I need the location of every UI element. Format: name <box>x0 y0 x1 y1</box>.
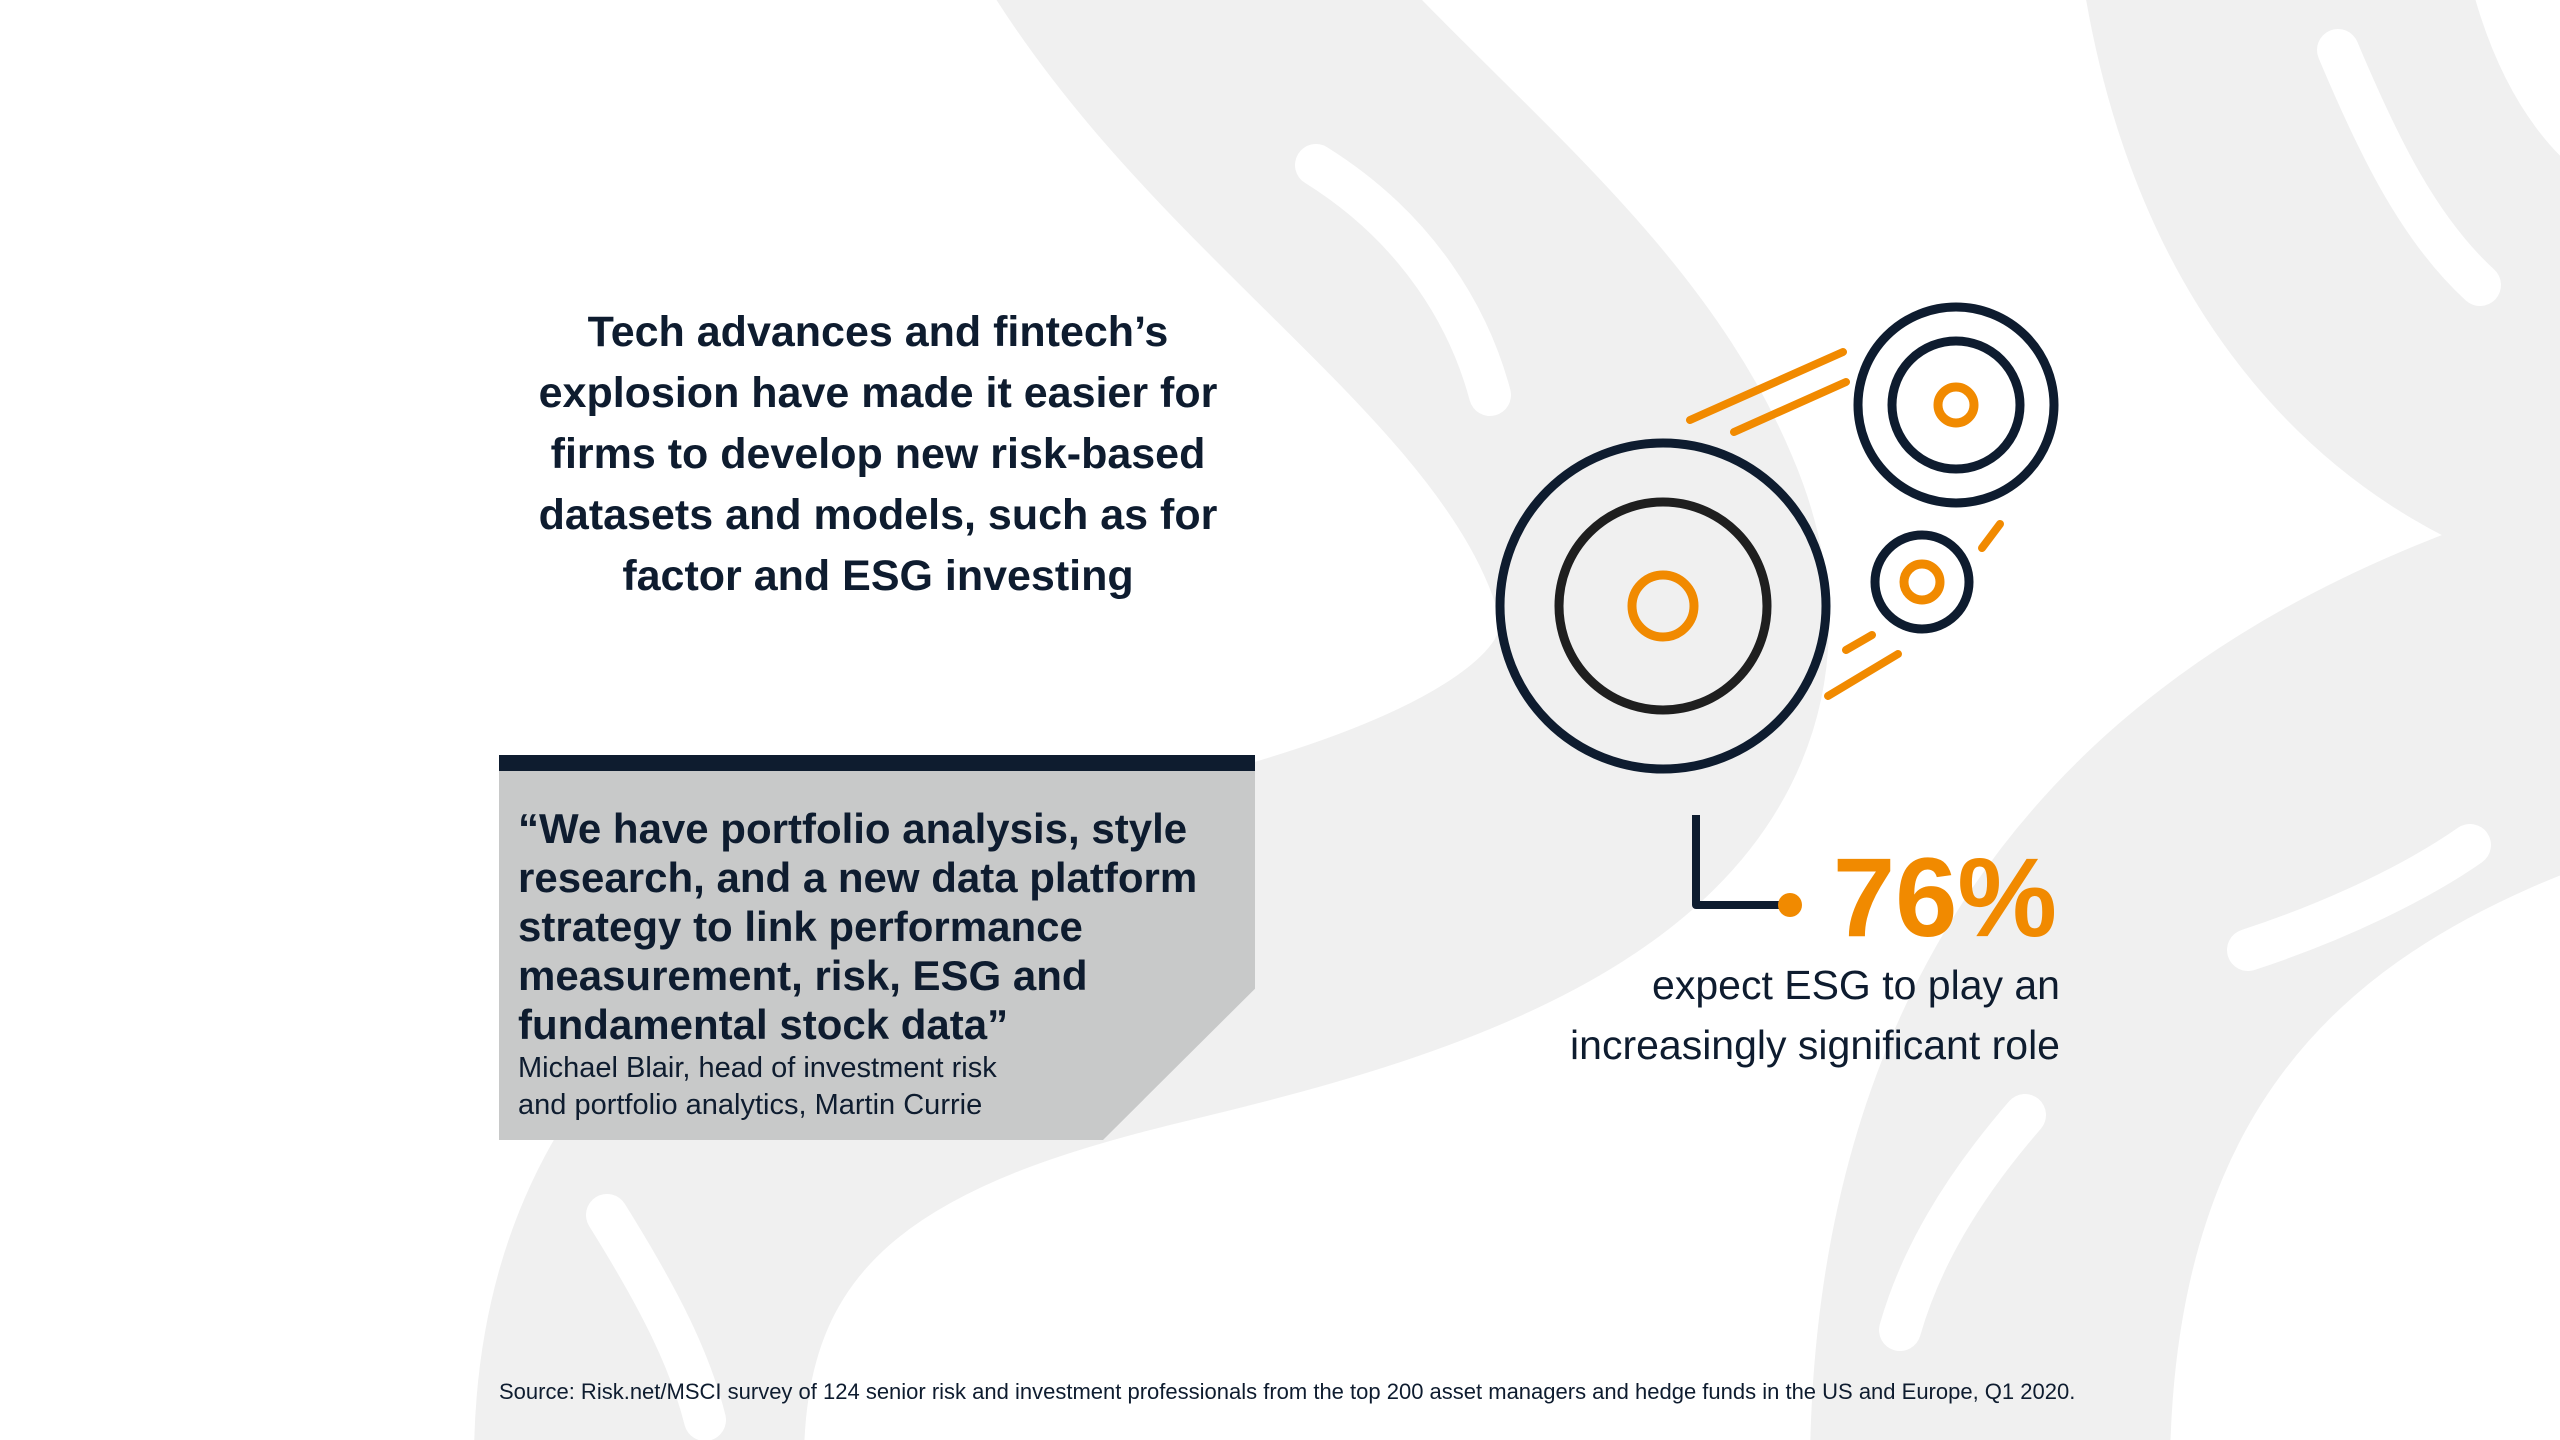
quote-attribution: Michael Blair, head of investment risk a… <box>518 1052 997 1121</box>
quote-text: “We have portfolio analysis, style resea… <box>518 805 1198 1048</box>
quote-card: “We have portfolio analysis, style resea… <box>499 755 1255 1140</box>
stat-description: expect ESG to play an increasingly signi… <box>1570 962 2060 1068</box>
elbow-connector-icon <box>1692 815 1802 917</box>
stat-value: 76% <box>1832 835 2057 960</box>
headline: Tech advances and fintech’s explosion ha… <box>538 308 1218 600</box>
source-note: Source: Risk.net/MSCI survey of 124 seni… <box>499 1379 2076 1404</box>
spinning-wheels-icon <box>1495 302 2059 917</box>
quote-top-bar <box>499 755 1255 771</box>
quote-panel: “We have portfolio analysis, style resea… <box>499 771 1255 1140</box>
